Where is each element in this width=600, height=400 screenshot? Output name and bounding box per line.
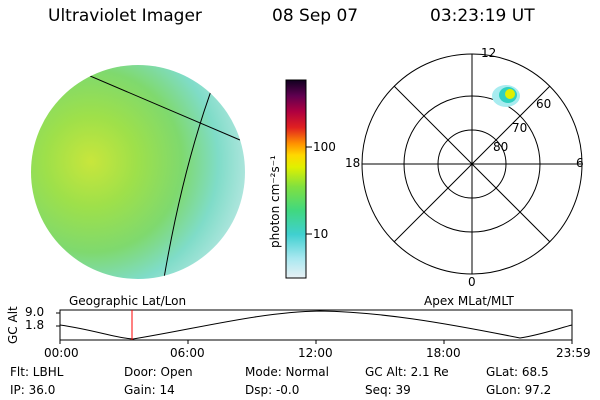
gc-alt-timeline: [56, 309, 573, 344]
status-glat: GLat: 68.5: [486, 365, 549, 379]
time-tick-1800: 18:00: [426, 346, 461, 360]
gc-alt-tick-low: 1.8: [25, 318, 45, 332]
mlat-label-60: 60: [536, 97, 552, 111]
mlat-label-70: 70: [512, 121, 528, 135]
geographic-coord-title: Geographic Lat/Lon: [69, 294, 187, 308]
time-label: 03:23:19 UT: [430, 6, 535, 26]
colorbar-tick-10: 10: [313, 227, 329, 241]
time-tick-2359: 23:59: [556, 346, 591, 360]
date-label: 08 Sep 07: [272, 6, 359, 26]
gc-alt-axis-label: GC Alt: [6, 306, 20, 344]
time-tick-0600: 06:00: [170, 346, 205, 360]
colorbar-unit-label: photon cm⁻²s⁻¹: [268, 155, 282, 248]
status-gain: Gain: 14: [124, 383, 175, 397]
colorbar-tick-100: 100: [313, 140, 336, 154]
mlt-label-0: 0: [468, 275, 476, 289]
mlt-label-18: 18: [345, 156, 361, 170]
mlat-label-80: 80: [493, 140, 509, 154]
apex-coord-title: Apex MLat/MLT: [424, 294, 514, 308]
polar-mlat-mlt-plot: [361, 53, 583, 275]
status-glon: GLon: 97.2: [486, 383, 552, 397]
color-scale-bar: [285, 79, 312, 279]
status-mode: Mode: Normal: [245, 365, 329, 379]
time-tick-1200: 12:00: [298, 346, 333, 360]
status-ip: IP: 36.0: [10, 383, 56, 397]
status-gc-alt: GC Alt: 2.1 Re: [365, 365, 449, 379]
status-dsp: Dsp: -0.0: [245, 383, 300, 397]
instrument-title: Ultraviolet Imager: [48, 6, 202, 26]
status-seq: Seq: 39: [365, 383, 411, 397]
time-tick-0000: 00:00: [44, 346, 79, 360]
uv-image-disk: [31, 65, 245, 279]
mlt-label-12: 12: [481, 46, 497, 60]
status-filter: Flt: LBHL: [10, 365, 64, 379]
mlt-label-6: 6: [576, 156, 584, 170]
aurora-blob: [492, 85, 520, 107]
status-door: Door: Open: [124, 365, 193, 379]
gc-alt-tick-high: 9.0: [25, 305, 45, 319]
